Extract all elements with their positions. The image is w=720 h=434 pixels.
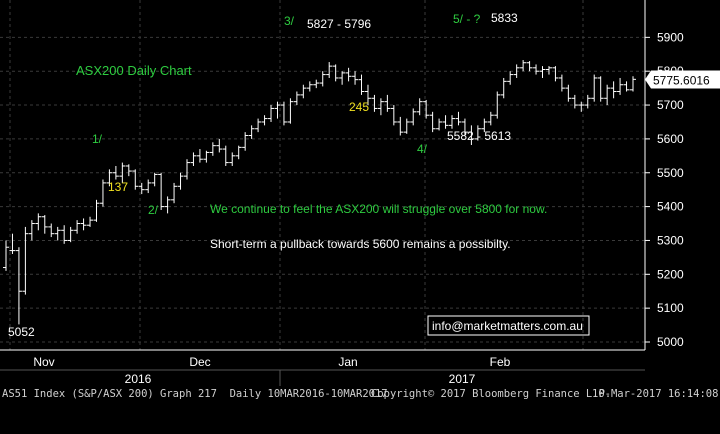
high-5827-5796-label: 5827 - 5796: [307, 17, 371, 31]
x-month-label: Feb: [490, 355, 511, 369]
x-month-label: Dec: [189, 355, 210, 369]
x-year-label: 2016: [125, 372, 152, 386]
x-month-label: Jan: [338, 355, 357, 369]
retracement-245-label: 245: [349, 100, 369, 114]
low-5582-5613-label: 5582 - 5613: [447, 129, 511, 143]
y-tick-label: 5400: [657, 200, 684, 214]
wave-4-label: 4/: [417, 142, 428, 156]
wave-3-label: 3/: [284, 14, 295, 28]
wave-5-label: 5/ - ?: [453, 12, 481, 26]
chart-title: ASX200 Daily Chart: [76, 63, 192, 78]
y-tick-label: 5100: [657, 301, 684, 315]
y-tick-label: 5900: [657, 30, 684, 44]
x-month-label: Nov: [33, 355, 54, 369]
footer-security-info: AS51 Index (S&P/ASX 200) Graph 217 Daily…: [2, 388, 388, 400]
retracement-137-label: 137: [108, 180, 128, 194]
y-tick-label: 5300: [657, 233, 684, 247]
asx200-chart: 5000510052005300540055005600570058005900…: [0, 0, 720, 386]
wave-2-label: 2/: [148, 203, 159, 217]
y-tick-label: 5200: [657, 267, 684, 281]
current-value-label: 5775.6016: [653, 73, 710, 87]
y-tick-label: 5000: [657, 335, 684, 349]
y-tick-label: 5500: [657, 166, 684, 180]
x-year-label: 2017: [449, 372, 476, 386]
current-value-box: [645, 70, 720, 89]
commentary-green: We continue to feel the ASX200 will stru…: [210, 202, 547, 216]
bloomberg-footer: AS51 Index (S&P/ASX 200) Graph 217 Daily…: [0, 386, 720, 403]
low-5052-label: 5052: [8, 325, 35, 339]
footer-copyright: Copyright© 2017 Bloomberg Finance L.P.: [371, 388, 612, 400]
y-tick-label: 5700: [657, 98, 684, 112]
high-5833-label: 5833: [491, 11, 518, 25]
email-box: [427, 315, 590, 336]
y-tick-label: 5600: [657, 132, 684, 146]
commentary-white: Short-term a pullback towards 5600 remai…: [210, 237, 511, 251]
wave-1-label: 1/: [92, 132, 103, 146]
email-text: info@marketmatters.com.au: [432, 319, 583, 333]
footer-timestamp: 10-Mar-2017 16:14:08: [592, 388, 719, 400]
